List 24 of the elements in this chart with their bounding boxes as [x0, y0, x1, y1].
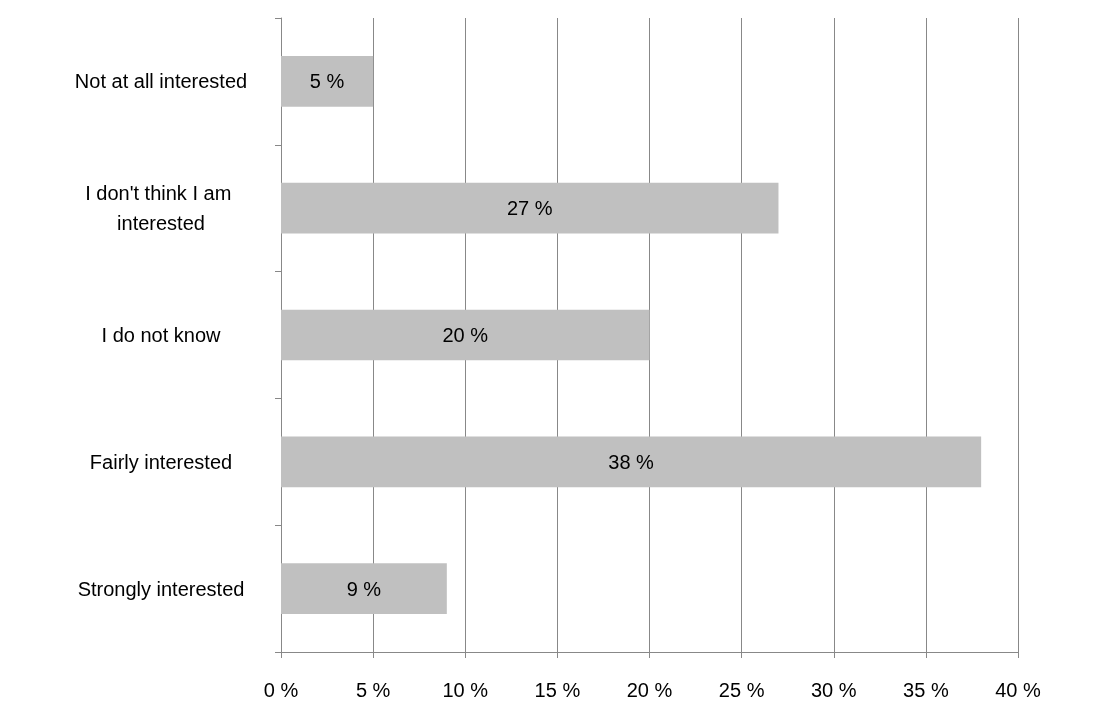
- data-label: 38 %: [608, 450, 655, 473]
- x-tick-label: 20 %: [626, 679, 673, 701]
- bar: [281, 309, 650, 361]
- x-tick-label: 30 %: [810, 679, 857, 701]
- y-tick-label: I don't think I am interested: [85, 182, 237, 235]
- y-tick-label: Fairly interested: [89, 450, 233, 473]
- data-label: 5 %: [309, 70, 345, 93]
- x-tick-label: 0 %: [263, 679, 299, 701]
- data-label: 20 %: [442, 324, 489, 346]
- y-tick-label: Strongly interested: [77, 577, 245, 600]
- data-label: 27 %: [506, 197, 553, 220]
- x-tick-label: 15 %: [534, 679, 581, 701]
- bar: [281, 563, 447, 614]
- x-tick-label: 35 %: [903, 679, 949, 701]
- x-tick-label: 25 %: [718, 679, 765, 701]
- x-tick-label: 40 %: [995, 679, 1042, 701]
- bar: [281, 182, 779, 234]
- y-tick-label: I do not know: [101, 324, 222, 346]
- x-tick-label: 5 %: [355, 679, 391, 701]
- y-tick-label: Not at all interested: [74, 70, 248, 93]
- x-tick-label: 10 %: [442, 679, 489, 701]
- bar: [281, 436, 982, 488]
- bar: [281, 56, 374, 107]
- data-label: 9 %: [346, 577, 382, 600]
